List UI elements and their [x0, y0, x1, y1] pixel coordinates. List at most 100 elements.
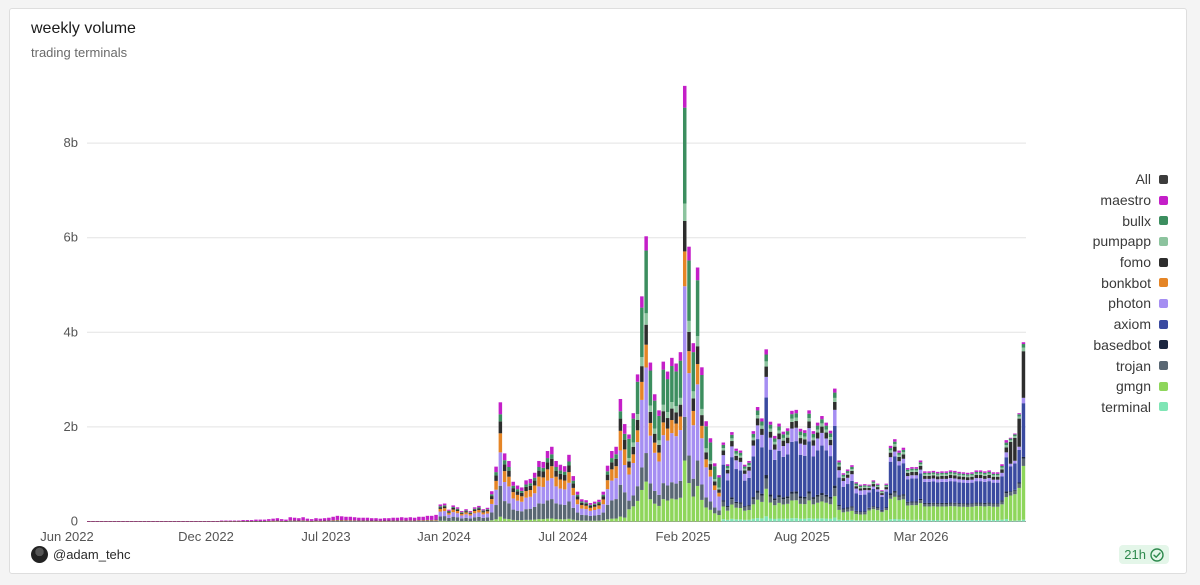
bar-segment-photon: [502, 482, 507, 502]
bar-segment-fomo: [580, 502, 584, 506]
bar-segment-photon: [777, 439, 781, 451]
bar-segment-axiom: [1000, 476, 1004, 501]
bar-segment-gmgn: [1000, 504, 1004, 520]
bar-segment-gmgn: [725, 510, 730, 520]
bar-segment-bullx: [515, 489, 520, 492]
bar-segment-gmgn: [751, 504, 756, 519]
bar-segment-bullx: [468, 512, 473, 513]
bar-segment-terminal: [807, 518, 811, 522]
bar-segment-terminal: [935, 520, 940, 522]
bar-segment-basedbot: [970, 503, 974, 505]
bar-segment-trojan: [532, 506, 537, 520]
bar-segment-basedbot: [897, 495, 901, 497]
bar-segment-trojan: [940, 503, 944, 507]
bar-segment-pumpapp: [948, 473, 953, 476]
bar-segment-gmgn: [957, 506, 961, 521]
bar-segment-photon: [532, 493, 537, 507]
bar-segment-pumpapp: [687, 320, 691, 332]
bar-segment-gmgn: [871, 509, 876, 521]
bar-segment-pumpapp: [1000, 467, 1004, 470]
bar-segment-gmgn: [502, 518, 507, 522]
bar-segment-gmgn: [541, 519, 545, 522]
author-credit[interactable]: @adam_tehc: [31, 546, 131, 563]
bar-segment-photon: [863, 490, 867, 495]
legend-item-trojan[interactable]: trojan: [1116, 355, 1168, 376]
bar-segment-bonkbot: [584, 505, 588, 510]
legend-item-axiom[interactable]: axiom: [1114, 314, 1168, 335]
bar-segment-fomo: [854, 486, 858, 489]
bar-segment-maestro: [974, 470, 979, 472]
bar-segment-trojan: [597, 514, 601, 521]
bar-segment-basedbot: [987, 502, 991, 504]
bar-segment-fomo: [931, 475, 936, 479]
bar-segment-gmgn: [455, 520, 460, 522]
bar-segment-photon: [931, 478, 936, 482]
bar-segment-photon: [644, 367, 648, 454]
legend-item-gmgn[interactable]: gmgn: [1116, 376, 1168, 397]
bar-segment-bullx: [781, 434, 786, 438]
bar-segment-bullx: [558, 470, 563, 474]
legend-item-pumpapp[interactable]: pumpapp: [1093, 231, 1168, 252]
bar-segment-basedbot: [824, 494, 828, 497]
bar-segment-trojan: [858, 512, 863, 515]
bar-segment-fomo: [751, 440, 756, 446]
bar-segment-trojan: [661, 483, 666, 500]
bar-segment-bonkbot: [477, 509, 481, 513]
bar-segment-basedbot: [935, 503, 940, 505]
bar-segment-maestro: [884, 483, 888, 485]
bar-segment-terminal: [888, 519, 893, 522]
bar-segment-gmgn: [923, 506, 927, 520]
bar-segment-fomo: [528, 485, 533, 490]
bar-segment-basedbot: [743, 506, 747, 508]
bar-segment-maestro: [738, 450, 743, 453]
legend-item-maestro[interactable]: maestro: [1100, 190, 1168, 211]
bar-segment-trojan: [507, 503, 511, 520]
legend-item-photon[interactable]: photon: [1108, 293, 1168, 314]
legend-item-bullx[interactable]: bullx: [1122, 210, 1168, 231]
bar-segment-maestro: [404, 517, 408, 521]
bar-segment-fomo: [914, 472, 919, 476]
bar-segment-axiom: [815, 450, 820, 495]
bar-segment-maestro: [833, 388, 837, 393]
bar-segment-photon: [700, 438, 704, 485]
bar-segment-basedbot: [1017, 482, 1021, 484]
bar-segment-bonkbot: [434, 520, 438, 521]
bar-segment-bonkbot: [520, 496, 524, 502]
bar-segment-photon: [588, 510, 593, 516]
bar-segment-bullx: [622, 433, 627, 440]
bar-segment-photon: [867, 490, 871, 493]
bar-segment-photon: [875, 489, 880, 492]
bar-segment-photon: [498, 452, 503, 486]
bar-segment-bullx: [927, 472, 931, 475]
legend-item-fomo[interactable]: fomo: [1120, 252, 1168, 273]
bar-segment-gmgn: [571, 519, 575, 522]
legend-item-bonkbot[interactable]: bonkbot: [1101, 272, 1168, 293]
legend-swatch: [1159, 361, 1168, 371]
bar-segment-maestro: [442, 503, 447, 506]
bar-segment-pumpapp: [670, 402, 674, 409]
bar-segment-trojan: [1021, 458, 1026, 466]
bar-segment-trojan: [747, 506, 751, 510]
bar-segment-terminal: [760, 518, 764, 522]
legend-item-terminal[interactable]: terminal: [1101, 397, 1168, 418]
bar-segment-gmgn: [953, 506, 957, 520]
bar-segment-axiom: [760, 447, 764, 494]
bar-segment-photon: [507, 486, 511, 504]
legend-label: basedbot: [1093, 336, 1151, 353]
bar-segment-pumpapp: [1004, 445, 1009, 448]
bar-segment-bullx: [635, 381, 640, 415]
legend-item-basedbot[interactable]: basedbot: [1093, 335, 1168, 356]
bar-segment-maestro: [854, 482, 858, 484]
legend-item-all[interactable]: All: [1135, 169, 1168, 190]
bar-segment-maestro: [957, 471, 961, 474]
bar-segment-fomo: [734, 455, 738, 461]
bar-segment-bonkbot: [704, 459, 708, 468]
bar-segment-bonkbot: [472, 511, 477, 514]
bar-segment-fomo: [807, 421, 811, 429]
bar-segment-photon: [901, 458, 906, 464]
bar-segment-trojan: [833, 488, 837, 497]
bar-segment-fomo: [953, 475, 957, 479]
bar-segment-photon: [477, 512, 481, 517]
bar-segment-maestro: [284, 519, 288, 521]
bar-segment-trojan: [828, 498, 833, 505]
